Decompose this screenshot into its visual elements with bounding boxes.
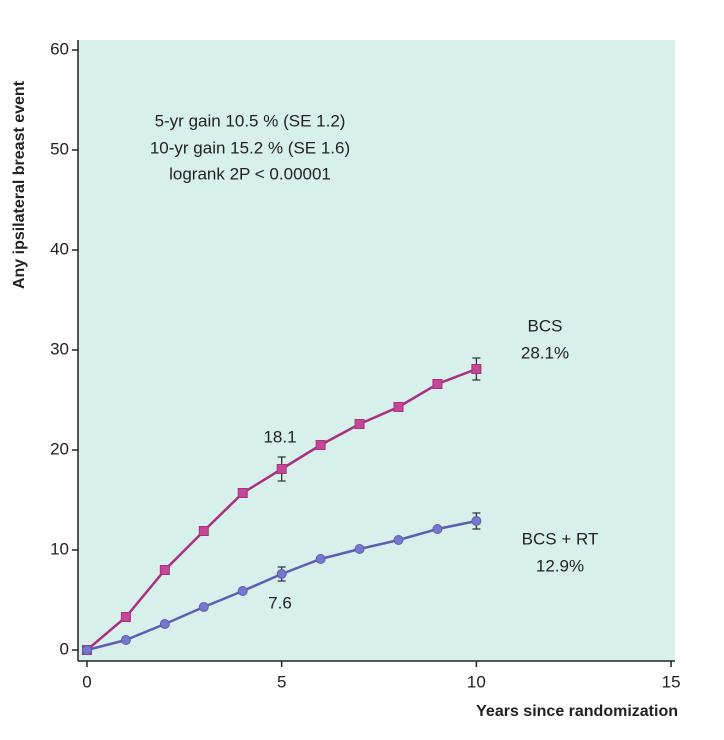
- annotation: 28.1%: [521, 343, 569, 362]
- x-tick-label: 0: [82, 672, 91, 691]
- marker: [471, 364, 482, 374]
- y-tick-label: 50: [50, 139, 69, 158]
- marker: [198, 602, 209, 612]
- marker: [315, 554, 326, 564]
- marker: [198, 526, 209, 536]
- annotation: 18.1: [263, 427, 296, 446]
- marker: [354, 544, 365, 554]
- annotation: 10-yr gain 15.2 % (SE 1.6): [150, 138, 350, 157]
- x-tick-label: 15: [662, 672, 681, 691]
- y-tick-label: 60: [50, 39, 69, 58]
- marker: [237, 586, 248, 596]
- marker: [276, 464, 287, 474]
- marker: [471, 516, 482, 526]
- marker: [120, 635, 131, 645]
- annotation: 7.6: [268, 593, 292, 612]
- y-tick-label: 0: [60, 639, 69, 658]
- marker: [432, 524, 443, 534]
- marker: [315, 440, 326, 450]
- marker: [237, 488, 248, 498]
- annotation: logrank 2P < 0.00001: [169, 164, 331, 183]
- marker: [276, 569, 287, 579]
- y-tick-label: 20: [50, 439, 69, 458]
- marker: [159, 619, 170, 629]
- marker: [393, 402, 404, 412]
- legend-label: BCS + RT: [522, 529, 599, 548]
- x-tick-label: 10: [467, 672, 486, 691]
- marker: [393, 535, 404, 545]
- marker: [120, 612, 131, 622]
- marker: [159, 565, 170, 575]
- y-tick-label: 10: [50, 539, 69, 558]
- legend-label: BCS: [528, 316, 563, 335]
- x-tick-label: 5: [277, 672, 286, 691]
- y-axis-title: Any ipsilateral breast event: [11, 80, 28, 289]
- x-axis-title: Years since randomization: [476, 703, 678, 720]
- marker: [432, 379, 443, 389]
- annotation: 12.9%: [536, 556, 584, 575]
- marker: [81, 645, 92, 655]
- y-tick-label: 30: [50, 339, 69, 358]
- annotation: 5-yr gain 10.5 % (SE 1.2): [155, 111, 346, 130]
- marker: [354, 419, 365, 429]
- y-tick-label: 40: [50, 239, 69, 258]
